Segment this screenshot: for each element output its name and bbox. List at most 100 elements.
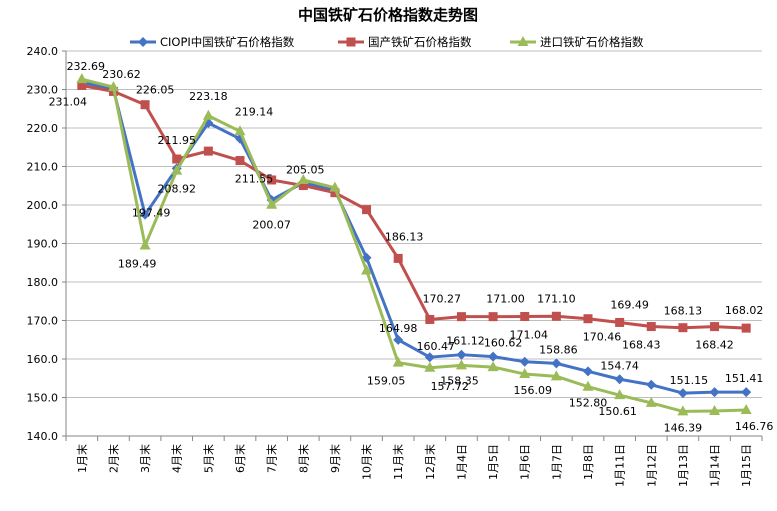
data-label: 208.92 (157, 183, 196, 196)
data-label: 150.61 (598, 405, 637, 418)
data-point (583, 314, 593, 324)
data-label: 211.95 (157, 134, 196, 147)
data-label: 200.07 (252, 219, 291, 232)
data-point (582, 380, 594, 391)
y-tick-label: 210.0 (27, 161, 59, 174)
data-point (107, 81, 119, 92)
data-point (488, 351, 499, 362)
data-label: 211.55 (235, 173, 274, 186)
x-tick-label: 5月末 (201, 444, 215, 473)
y-tick-label: 230.0 (27, 84, 59, 97)
data-label: 168.43 (622, 339, 661, 352)
data-point (235, 156, 245, 166)
data-label: 156.09 (513, 384, 552, 397)
data-point (139, 239, 151, 250)
data-label: 146.76 (735, 420, 774, 433)
data-label: 159.05 (367, 375, 406, 388)
legend-label: 国产铁矿石价格指数 (368, 35, 472, 49)
axes: 140.0 150.0 160.0 170.0 180.0 190.0 200.0 210.0… (27, 45, 763, 487)
data-point (456, 312, 466, 322)
data-point (234, 125, 246, 136)
x-tick-label: 7月末 (265, 444, 279, 473)
x-tick-label: 1月12日 (645, 444, 658, 487)
data-point (551, 358, 562, 369)
legend: CIOPI中国铁矿石价格指数 国产铁矿石价格指数 进口铁矿石价格指数 (130, 35, 644, 49)
data-label: 170.46 (583, 331, 622, 344)
data-label: 232.69 (67, 60, 106, 73)
data-point (646, 322, 656, 332)
data-label: 170.27 (423, 292, 462, 305)
data-point (646, 379, 657, 390)
data-label: 171.00 (486, 293, 525, 306)
legend-label: CIOPI中国铁矿石价格指数 (160, 35, 295, 49)
data-label: 160.62 (484, 337, 523, 350)
data-point (551, 311, 561, 321)
x-tick-label: 2月末 (106, 444, 120, 473)
data-point (203, 146, 213, 156)
x-tick-label: 1月13日 (677, 444, 690, 487)
data-label: 168.02 (725, 304, 764, 317)
data-point (487, 361, 499, 372)
y-tick-label: 190.0 (27, 238, 59, 251)
x-tick-label: 1月14日 (709, 444, 722, 487)
x-tick-label: 4月末 (170, 444, 184, 473)
gridlines (66, 50, 762, 398)
data-label: 171.04 (509, 328, 548, 341)
data-label: 231.04 (49, 95, 88, 108)
x-tick-label: 1月8日 (582, 444, 595, 480)
data-point (645, 396, 657, 407)
data-label: 223.18 (189, 90, 228, 103)
legend-marker (138, 37, 148, 47)
data-label: 171.10 (537, 292, 576, 305)
data-point (709, 404, 721, 415)
data-point (488, 312, 498, 322)
data-label: 169.49 (610, 298, 649, 311)
data-point (362, 205, 372, 215)
data-point (455, 359, 467, 370)
series-line (81, 77, 747, 413)
data-point (425, 314, 435, 324)
y-tick-label: 140.0 (27, 430, 59, 443)
data-point (614, 389, 626, 400)
data-label: 168.13 (664, 305, 703, 318)
y-tick-label: 220.0 (27, 122, 59, 135)
data-point (393, 253, 403, 263)
data-label: 205.05 (286, 164, 325, 177)
x-tick-label: 6月末 (233, 444, 247, 473)
series-line (81, 84, 747, 330)
data-label: 161.12 (446, 335, 485, 348)
x-tick-label: 1月6日 (519, 444, 532, 480)
data-label: 189.49 (118, 257, 157, 270)
y-tick-label: 160.0 (27, 353, 59, 366)
data-point (710, 322, 720, 332)
data-point (77, 80, 87, 90)
legend-marker (517, 36, 529, 46)
data-label: 158.35 (440, 374, 479, 387)
data-point (330, 188, 340, 198)
data-label: 151.15 (670, 374, 709, 387)
data-point (393, 334, 404, 345)
data-point (550, 370, 562, 381)
data-point (76, 73, 88, 84)
data-point (677, 388, 688, 399)
data-point (615, 317, 625, 327)
chart-title: 中国铁矿石价格指数走势图 (298, 6, 478, 24)
data-label: 226.05 (136, 84, 175, 97)
data-point (171, 164, 183, 175)
data-label: 154.74 (600, 359, 639, 372)
data-point (424, 361, 436, 372)
data-point (741, 323, 751, 333)
x-tick-label: 10月末 (360, 444, 374, 480)
data-point (392, 356, 404, 367)
data-point (740, 403, 752, 414)
data-point (677, 405, 689, 416)
data-label: 230.62 (102, 68, 141, 81)
data-point (424, 352, 435, 363)
data-point (298, 181, 308, 191)
data-label: 152.80 (569, 397, 608, 410)
data-point (519, 368, 531, 379)
x-tick-label: 1月4日 (455, 444, 468, 480)
data-point (202, 109, 214, 120)
